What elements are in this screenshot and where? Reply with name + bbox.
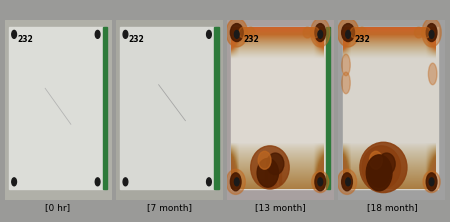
Ellipse shape	[338, 18, 359, 47]
Ellipse shape	[350, 27, 359, 38]
Ellipse shape	[257, 159, 279, 187]
Ellipse shape	[426, 24, 437, 42]
Ellipse shape	[230, 173, 241, 191]
Text: 232: 232	[243, 35, 259, 44]
Ellipse shape	[360, 142, 407, 193]
Text: [0 hr]: [0 hr]	[45, 203, 71, 212]
Text: [7 month]: [7 month]	[147, 203, 192, 212]
Ellipse shape	[315, 24, 326, 42]
Circle shape	[234, 178, 239, 186]
Ellipse shape	[310, 18, 330, 47]
Ellipse shape	[342, 54, 350, 76]
Ellipse shape	[239, 27, 248, 38]
Ellipse shape	[226, 169, 245, 194]
Bar	[326, 27, 330, 189]
Circle shape	[123, 178, 128, 186]
Bar	[381, 164, 384, 187]
Ellipse shape	[362, 146, 400, 189]
Circle shape	[12, 178, 17, 186]
Ellipse shape	[428, 63, 437, 85]
Bar	[214, 27, 219, 189]
Bar	[376, 167, 378, 185]
Ellipse shape	[342, 24, 355, 42]
Bar	[120, 27, 216, 189]
Ellipse shape	[369, 151, 382, 169]
Ellipse shape	[422, 27, 431, 38]
Ellipse shape	[366, 155, 392, 191]
Circle shape	[207, 30, 212, 38]
Text: 232: 232	[355, 35, 370, 44]
Bar	[231, 27, 327, 189]
Ellipse shape	[414, 27, 423, 38]
Circle shape	[207, 178, 212, 186]
Circle shape	[429, 30, 434, 38]
Bar	[386, 169, 387, 185]
Ellipse shape	[303, 27, 312, 38]
Ellipse shape	[267, 153, 284, 175]
Circle shape	[234, 30, 239, 38]
Text: 232: 232	[129, 35, 144, 44]
Bar	[9, 27, 104, 189]
Ellipse shape	[338, 169, 357, 194]
Ellipse shape	[426, 173, 437, 191]
Bar	[103, 27, 107, 189]
Ellipse shape	[315, 173, 326, 191]
Text: [18 month]: [18 month]	[367, 203, 417, 212]
Text: 232: 232	[18, 35, 33, 44]
Ellipse shape	[258, 151, 271, 169]
Bar	[279, 169, 281, 184]
Bar	[265, 167, 267, 185]
Ellipse shape	[251, 146, 289, 189]
Bar	[274, 169, 276, 185]
Bar	[343, 27, 438, 189]
Circle shape	[12, 30, 17, 38]
Ellipse shape	[378, 153, 395, 175]
Circle shape	[346, 30, 351, 38]
Circle shape	[429, 178, 434, 186]
Circle shape	[346, 178, 351, 186]
Circle shape	[95, 178, 100, 186]
Ellipse shape	[342, 72, 350, 94]
Ellipse shape	[423, 171, 440, 193]
Ellipse shape	[226, 18, 248, 47]
Circle shape	[318, 178, 323, 186]
Ellipse shape	[230, 24, 243, 42]
Text: [13 month]: [13 month]	[255, 203, 306, 212]
Ellipse shape	[422, 18, 441, 47]
Ellipse shape	[310, 27, 319, 38]
Ellipse shape	[342, 173, 352, 191]
Circle shape	[318, 30, 323, 38]
Ellipse shape	[358, 27, 366, 38]
Bar	[390, 169, 392, 184]
Circle shape	[123, 30, 128, 38]
Ellipse shape	[369, 159, 390, 187]
Circle shape	[95, 30, 100, 38]
Ellipse shape	[312, 171, 329, 193]
Bar	[270, 164, 273, 187]
Ellipse shape	[247, 27, 255, 38]
